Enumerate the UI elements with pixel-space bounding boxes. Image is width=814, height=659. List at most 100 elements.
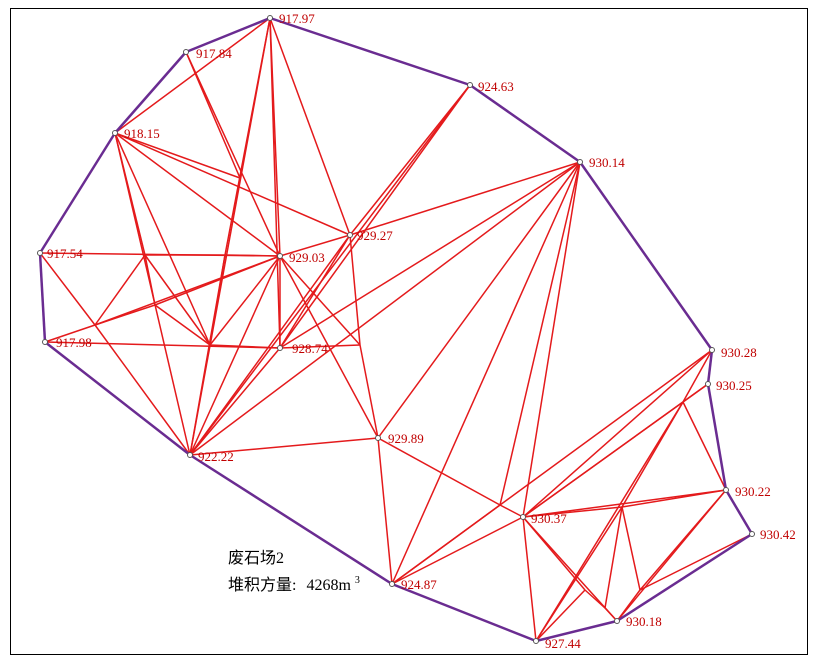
tin-edge: [639, 533, 753, 591]
tin-edge: [522, 161, 581, 518]
elevation-label-p11: 930.28: [721, 345, 757, 360]
tin-edge: [535, 506, 623, 642]
tin-edge: [209, 255, 281, 346]
tin-edge: [349, 84, 471, 236]
tin-edge: [224, 17, 271, 256]
tin-edge: [616, 489, 727, 622]
tin-edge: [189, 234, 351, 456]
survey-point-marker: [183, 49, 189, 55]
tin-edge: [189, 254, 226, 456]
volume-label: 堆积方量:: [228, 576, 296, 594]
tin-edge: [114, 132, 211, 346]
boundary-edge: [269, 16, 471, 87]
tin-edge: [535, 589, 586, 642]
survey-point-marker: [533, 638, 539, 644]
tin-edge: [359, 344, 379, 439]
boundary-edge: [38, 132, 117, 254]
survey-point-marker: [520, 514, 526, 520]
elevation-label-p18: 924.87: [401, 577, 437, 592]
boundary-edge: [469, 83, 581, 164]
volume-value: 4268m: [306, 577, 351, 594]
tin-edge: [39, 252, 96, 326]
boundary-edge: [616, 532, 753, 623]
boundary-edge: [578, 161, 714, 351]
volume-text: 堆积方量: 4268m 3: [228, 575, 360, 594]
tin-edge: [189, 255, 281, 456]
tin-edge: [604, 506, 623, 609]
boundary-edge: [706, 349, 714, 385]
tin-edge: [114, 17, 271, 134]
boundary-edge: [38, 252, 47, 343]
elevation-label-p3: 924.63: [478, 79, 514, 94]
elevation-label-p9: 917.98: [56, 335, 92, 350]
triangulation-edges: [39, 17, 753, 642]
tin-edge: [391, 349, 713, 585]
tin-edge: [114, 132, 351, 236]
tin-edge: [522, 506, 623, 518]
survey-point-marker: [112, 130, 118, 136]
elevation-label-p10: 928.74: [292, 341, 328, 356]
survey-point-marker: [187, 452, 193, 458]
survey-point-marker: [277, 253, 283, 259]
tin-edge: [279, 234, 351, 257]
tin-edge: [44, 324, 96, 343]
elevation-label-p5: 930.14: [589, 155, 625, 170]
tin-edge: [377, 161, 581, 439]
tin-edge: [189, 84, 471, 456]
survey-point-marker: [577, 159, 583, 165]
survey-point-marker: [277, 345, 283, 351]
elevation-label-p17: 930.42: [760, 527, 796, 542]
tin-edge: [391, 516, 524, 585]
survey-point-marker: [614, 618, 620, 624]
elevation-label-p14: 922.22: [198, 449, 234, 464]
boundary-edge: [114, 51, 187, 134]
survey-point-marker: [389, 581, 395, 587]
tin-edge: [224, 254, 281, 257]
survey-point-marker: [37, 250, 43, 256]
tin-edge: [269, 17, 351, 236]
diagram-frame: [10, 8, 808, 655]
boundary-polygon: [38, 16, 754, 643]
tin-edge: [144, 254, 211, 346]
tin-edge: [499, 161, 581, 506]
boundary-edge: [44, 341, 191, 456]
elevation-label-p19: 930.18: [626, 614, 662, 629]
tin-edge: [682, 383, 709, 403]
boundary-edge: [724, 489, 754, 535]
tin-edge: [377, 437, 501, 506]
tin-edge: [522, 401, 684, 518]
tin-edge: [94, 304, 156, 326]
boundary-edge: [391, 582, 537, 643]
volume-unit-superscript: 3: [355, 575, 360, 586]
tin-edge: [621, 506, 641, 591]
tin-edge: [279, 84, 471, 349]
boundary-edge: [535, 619, 618, 643]
elevation-label-p16: 930.37: [531, 511, 567, 526]
boundary-edge: [706, 383, 728, 491]
tin-edge: [154, 304, 211, 346]
survey-point-marker: [347, 232, 353, 238]
boundary-edge: [185, 16, 271, 54]
tin-edge: [279, 344, 361, 349]
tin-edge: [279, 161, 581, 349]
elevation-label-p7: 917.54: [47, 246, 83, 261]
elevation-label-p2: 917.84: [196, 46, 232, 61]
tin-edge: [377, 437, 393, 585]
tin-edge: [94, 254, 146, 326]
tin-edge: [189, 437, 379, 456]
tin-edge: [621, 489, 727, 508]
tin-edge: [114, 132, 281, 257]
tin-edge: [499, 504, 524, 518]
tin-edge: [279, 234, 351, 349]
waste-dump-name: 废石场2: [228, 549, 284, 567]
survey-point-marker: [723, 487, 729, 493]
elevation-label-p8: 929.03: [289, 250, 325, 265]
elevation-label-p6: 929.27: [357, 228, 393, 243]
tin-edge: [144, 254, 156, 306]
elevation-label-p13: 929.89: [388, 431, 424, 446]
survey-point-marker: [267, 15, 273, 21]
boundary-edge: [189, 453, 393, 586]
tin-edge: [616, 589, 641, 622]
tin-edge: [391, 161, 581, 585]
